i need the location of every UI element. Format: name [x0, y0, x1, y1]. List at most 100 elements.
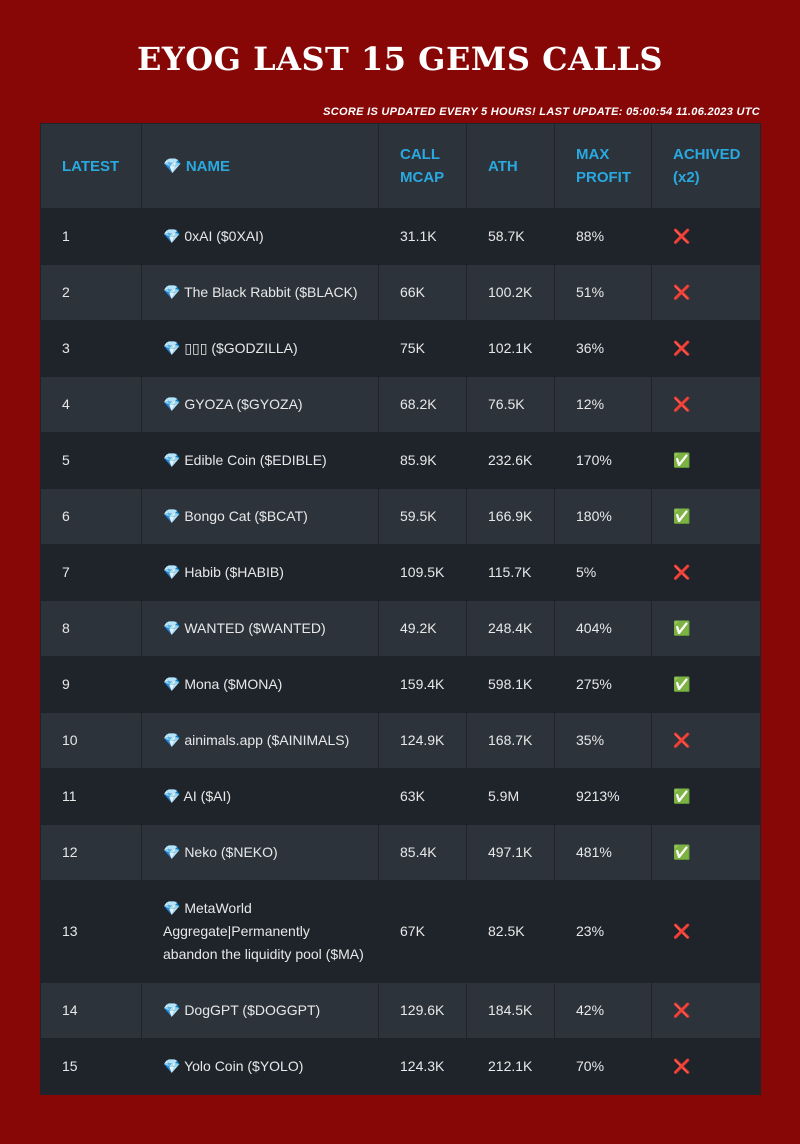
table-cell: ❌: [651, 982, 761, 1039]
table-cell: 💎 WANTED ($WANTED): [141, 600, 379, 657]
table-cell: ❌: [651, 208, 761, 265]
table-cell: 109.5K: [378, 544, 467, 601]
table-cell: 31.1K: [378, 208, 467, 265]
table-cell: 76.5K: [466, 376, 555, 433]
table-cell: 67K: [378, 880, 467, 983]
table-cell: 💎 Yolo Coin ($YOLO): [141, 1038, 379, 1095]
table-row: 5 💎 Edible Coin ($EDIBLE) 85.9K 232.6K 170% ✅: [40, 432, 761, 489]
table-cell: 6: [40, 488, 142, 545]
table-cell: 💎 ▯▯▯ ($GODZILLA): [141, 320, 379, 377]
table-cell: 15: [40, 1038, 142, 1095]
table-cell: 82.5K: [466, 880, 555, 983]
table-cell: 180%: [554, 488, 652, 545]
table-cell: 497.1K: [466, 824, 555, 881]
table-row: 13 💎 MetaWorld Aggregate|Permanently aban…: [40, 880, 761, 983]
table-row: 4 💎 GYOZA ($GYOZA) 68.2K 76.5K 12% ❌: [40, 376, 761, 433]
table-cell: 59.5K: [378, 488, 467, 545]
table-cell: 1: [40, 208, 142, 265]
table-cell: 166.9K: [466, 488, 555, 545]
column-header: LATEST: [40, 123, 142, 209]
table-cell: 404%: [554, 600, 652, 657]
table-cell: 70%: [554, 1038, 652, 1095]
calls-table: LATEST 💎 NAME CALL MCAP ATH MAX PROFIT ACHIVE…: [40, 123, 761, 1095]
table-row: 14 💎 DogGPT ($DOGGPT) 129.6K 184.5K 42% ❌: [40, 982, 761, 1039]
table-cell: 35%: [554, 712, 652, 769]
table-cell: ✅: [651, 600, 761, 657]
table-row: 7 💎 Habib ($HABIB) 109.5K 115.7K 5% ❌: [40, 544, 761, 601]
table-cell: ✅: [651, 656, 761, 713]
header-row: LATEST 💎 NAME CALL MCAP ATH MAX PROFIT ACHIVE…: [40, 123, 761, 209]
table-cell: ❌: [651, 1038, 761, 1095]
table-cell: 168.7K: [466, 712, 555, 769]
table-cell: 23%: [554, 880, 652, 983]
table-row: 8 💎 WANTED ($WANTED) 49.2K 248.4K 404% ✅: [40, 600, 761, 657]
table-row: 11 💎 AI ($AI) 63K 5.9M 9213% ✅: [40, 768, 761, 825]
table-cell: 7: [40, 544, 142, 601]
table-cell: ❌: [651, 264, 761, 321]
table-cell: 36%: [554, 320, 652, 377]
title: EYOG LAST 15 GEMS CALLS: [137, 40, 663, 78]
table-cell: 4: [40, 376, 142, 433]
table-cell: 129.6K: [378, 982, 467, 1039]
column-header: MAX PROFIT: [554, 123, 652, 209]
table-row: 9 💎 Mona ($MONA) 159.4K 598.1K 275% ✅: [40, 656, 761, 713]
table-cell: ❌: [651, 712, 761, 769]
table-cell: 115.7K: [466, 544, 555, 601]
table-row: 12 💎 Neko ($NEKO) 85.4K 497.1K 481% ✅: [40, 824, 761, 881]
table-cell: 51%: [554, 264, 652, 321]
table-cell: 102.1K: [466, 320, 555, 377]
table-cell: 💎 0xAI ($0XAI): [141, 208, 379, 265]
table-cell: ✅: [651, 488, 761, 545]
table-cell: ✅: [651, 432, 761, 489]
table-cell: ❌: [651, 880, 761, 983]
table-cell: 63K: [378, 768, 467, 825]
table-cell: 58.7K: [466, 208, 555, 265]
table-cell: 68.2K: [378, 376, 467, 433]
table-cell: 5: [40, 432, 142, 489]
table-row: 1 💎 0xAI ($0XAI) 31.1K 58.7K 88% ❌: [40, 208, 761, 265]
table-cell: 212.1K: [466, 1038, 555, 1095]
table-cell: 10: [40, 712, 142, 769]
table-cell: 85.9K: [378, 432, 467, 489]
table-cell: 11: [40, 768, 142, 825]
table-cell: 9: [40, 656, 142, 713]
table-cell: 66K: [378, 264, 467, 321]
table-cell: 💎 The Black Rabbit ($BLACK): [141, 264, 379, 321]
table-body: 1 💎 0xAI ($0XAI) 31.1K 58.7K 88% ❌ 2 💎 The Blac…: [40, 208, 761, 1095]
table-cell: 💎 ainimals.app ($AINIMALS): [141, 712, 379, 769]
table-cell: 248.4K: [466, 600, 555, 657]
subtitle: SCORE IS UPDATED EVERY 5 HOURS! LAST UPD…: [323, 106, 760, 118]
table-cell: 100.2K: [466, 264, 555, 321]
table-cell: 232.6K: [466, 432, 555, 489]
table-cell: ❌: [651, 320, 761, 377]
table-cell: ❌: [651, 376, 761, 433]
table-cell: 12: [40, 824, 142, 881]
table-cell: 8: [40, 600, 142, 657]
table-cell: ✅: [651, 768, 761, 825]
table-cell: 13: [40, 880, 142, 983]
table-cell: 💎 Neko ($NEKO): [141, 824, 379, 881]
table-cell: 88%: [554, 208, 652, 265]
table-cell: 💎 DogGPT ($DOGGPT): [141, 982, 379, 1039]
table-row: 6 💎 Bongo Cat ($BCAT) 59.5K 166.9K 180% ✅: [40, 488, 761, 545]
table-cell: 159.4K: [378, 656, 467, 713]
table-cell: 9213%: [554, 768, 652, 825]
table-cell: 85.4K: [378, 824, 467, 881]
table-cell: 124.9K: [378, 712, 467, 769]
table-cell: 598.1K: [466, 656, 555, 713]
table-cell: 💎 Mona ($MONA): [141, 656, 379, 713]
table-cell: 5%: [554, 544, 652, 601]
table-cell: ✅: [651, 824, 761, 881]
table-cell: 49.2K: [378, 600, 467, 657]
table-cell: 5.9M: [466, 768, 555, 825]
table-cell: 💎 GYOZA ($GYOZA): [141, 376, 379, 433]
column-header: ACHIVED (x2): [651, 123, 761, 209]
table-cell: 💎 Edible Coin ($EDIBLE): [141, 432, 379, 489]
column-header: 💎 NAME: [141, 123, 379, 209]
table-cell: 184.5K: [466, 982, 555, 1039]
table-cell: 2: [40, 264, 142, 321]
column-header: CALL MCAP: [378, 123, 467, 209]
table-cell: ❌: [651, 544, 761, 601]
table-row: 2 💎 The Black Rabbit ($BLACK) 66K 100.2K 51%…: [40, 264, 761, 321]
table-row: 15 💎 Yolo Coin ($YOLO) 124.3K 212.1K 70% ❌: [40, 1038, 761, 1095]
